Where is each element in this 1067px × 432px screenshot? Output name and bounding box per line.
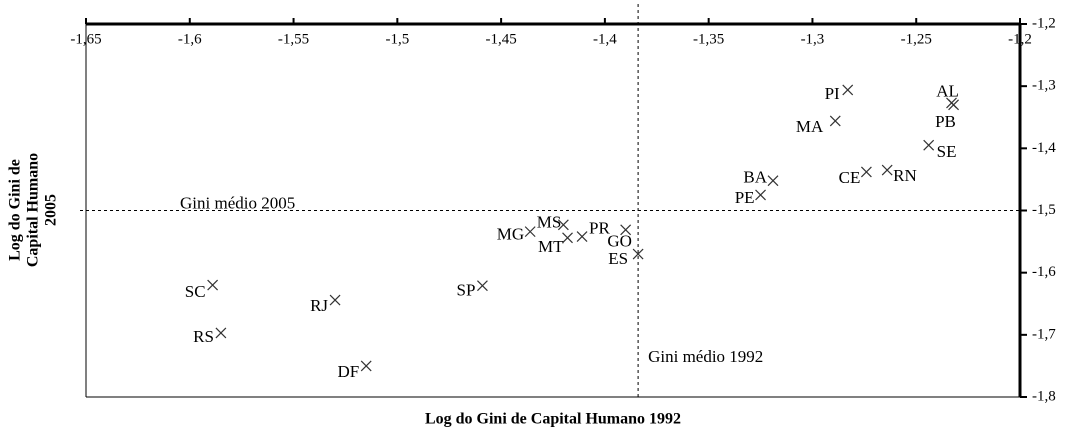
point-label: SP [457, 281, 476, 300]
point-label: GO [607, 232, 632, 251]
y-tick-label: -1,3 [1032, 78, 1056, 94]
point [477, 280, 488, 292]
x-tick-label: -1,65 [70, 31, 101, 47]
y-tick-label: -1,8 [1032, 388, 1056, 404]
point [576, 231, 588, 243]
y-tick-label: -1,7 [1032, 326, 1056, 342]
y-axis-title-line: 2005 [43, 194, 60, 226]
point-label: RS [193, 327, 214, 346]
y-tick-label: -1,5 [1032, 202, 1056, 218]
x-tick-label: -1,25 [901, 31, 932, 47]
point-label: PE [735, 188, 755, 207]
point [557, 219, 569, 231]
x-tick-label: -1,6 [178, 31, 202, 47]
y-tick-label: -1,2 [1032, 15, 1056, 31]
point [860, 166, 872, 178]
point-label: RN [893, 166, 917, 185]
point-label: PB [935, 112, 956, 131]
point [842, 84, 854, 96]
point-label: BA [743, 168, 767, 187]
y-tick-label: -1,6 [1032, 264, 1056, 280]
x-tick-label: -1,2 [1008, 31, 1032, 47]
point-label: MS [537, 213, 562, 232]
point-label: DF [337, 362, 359, 381]
point-label: CE [839, 168, 861, 187]
y-axis-title: Log do Gini de Capital Humano 2005 [7, 153, 60, 267]
reference-label: Gini médio 2005 [180, 193, 295, 212]
y-axis-title-line: Log do Gini de [7, 159, 24, 261]
point-label: MT [538, 237, 564, 256]
point-label: MA [796, 117, 824, 136]
y-axis-title-line: Capital Humano [25, 153, 42, 267]
point [524, 226, 536, 238]
point [923, 139, 935, 151]
point [829, 115, 841, 127]
point [632, 248, 644, 260]
point-label: SC [185, 282, 206, 301]
point-label: SE [937, 142, 957, 161]
x-tick-label: -1,3 [801, 31, 825, 47]
point-label: AL [936, 82, 959, 101]
x-tick-label: -1,55 [278, 31, 309, 47]
point-label: MG [497, 225, 524, 244]
point-label: ES [608, 249, 628, 268]
point [215, 327, 227, 339]
x-axis-title: Log do Gini de Capital Humano 1992 [425, 411, 681, 428]
point [562, 232, 573, 244]
x-tick-label: -1,35 [693, 31, 724, 47]
x-tick-label: -1,45 [485, 31, 516, 47]
point [329, 294, 341, 306]
point-label: PR [589, 219, 610, 238]
point [881, 164, 893, 176]
point [755, 189, 766, 201]
point [767, 175, 779, 187]
x-tick-label: -1,4 [593, 31, 617, 47]
point [620, 224, 632, 236]
point [946, 97, 957, 109]
point [360, 360, 372, 372]
reference-label: Gini médio 1992 [648, 347, 763, 366]
point-label: RJ [310, 296, 328, 315]
y-tick-label: -1,4 [1032, 140, 1056, 156]
point [207, 279, 219, 291]
point-label: PI [825, 84, 840, 103]
x-tick-label: -1,5 [385, 31, 409, 47]
